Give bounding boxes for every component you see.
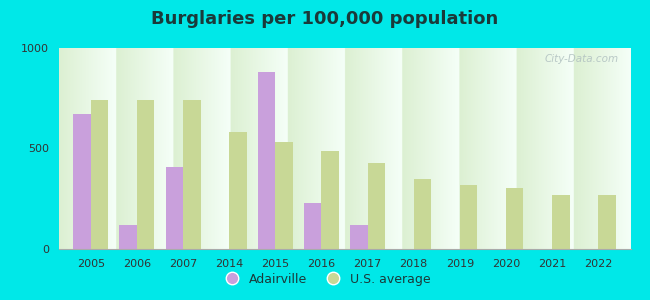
Bar	[460, 185, 477, 249]
Bar	[137, 100, 155, 249]
Bar	[229, 132, 247, 249]
Bar	[350, 225, 367, 249]
Bar	[413, 178, 431, 249]
Bar	[166, 167, 183, 249]
Bar	[506, 188, 523, 249]
Bar	[73, 114, 91, 249]
Bar	[276, 142, 293, 249]
Text: Burglaries per 100,000 population: Burglaries per 100,000 population	[151, 11, 499, 28]
Text: City-Data.com: City-Data.com	[545, 54, 619, 64]
Bar	[322, 151, 339, 249]
Bar	[552, 195, 569, 249]
Bar	[258, 72, 276, 249]
Bar	[120, 225, 137, 249]
Bar	[598, 195, 616, 249]
Bar	[367, 163, 385, 249]
Bar	[183, 100, 201, 249]
Bar	[304, 203, 322, 249]
Legend: Adairville, U.S. average: Adairville, U.S. average	[214, 268, 436, 291]
Bar	[91, 100, 109, 249]
